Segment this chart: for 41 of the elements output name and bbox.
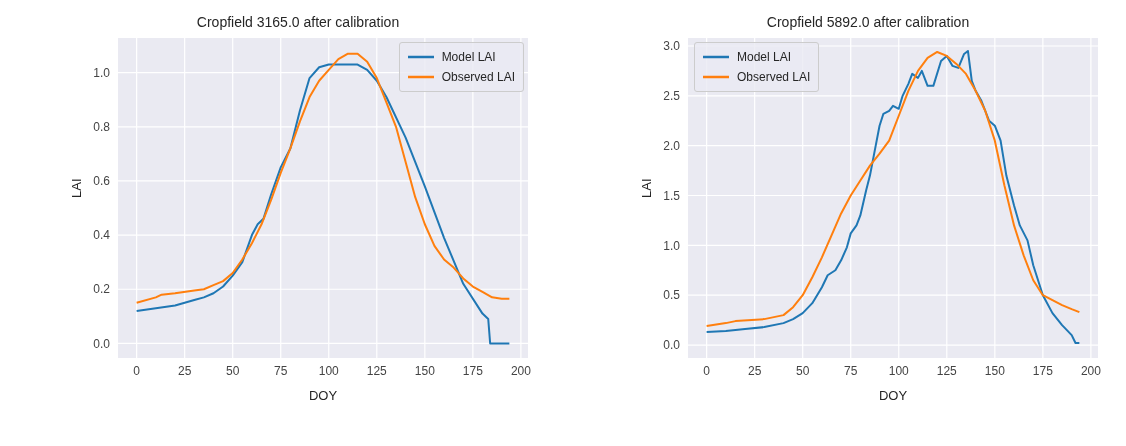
y-tick-label: 2.5	[663, 89, 681, 104]
x-tick-label: 50	[226, 363, 240, 378]
x-tick-label: 200	[510, 363, 532, 378]
y-axis-title: LAI	[638, 178, 654, 198]
x-tick-label: 0	[703, 363, 711, 378]
x-tick-label: 75	[274, 363, 288, 378]
x-tick-label: 125	[936, 363, 958, 378]
y-tick-label: 0.5	[663, 288, 681, 303]
y-tick-label: 0.2	[93, 282, 111, 297]
x-tick-label: 75	[844, 363, 858, 378]
y-tick-label: 2.0	[663, 138, 681, 153]
y-axis-title: LAI	[68, 178, 84, 198]
x-tick-label: 175	[1032, 363, 1054, 378]
x-tick-label: 50	[796, 363, 810, 378]
legend-label: Model LAI	[441, 49, 496, 66]
x-tick-label: 100	[888, 363, 910, 378]
x-tick-label: 100	[318, 363, 340, 378]
x-tick-label: 0	[133, 363, 141, 378]
y-tick-label: 0.0	[663, 338, 681, 353]
x-tick-label: 25	[747, 363, 762, 378]
x-tick-label: 125	[366, 363, 388, 378]
x-axis-title: DOY	[308, 388, 338, 403]
y-tick-label: 0.4	[93, 228, 111, 243]
y-tick-label: 3.0	[663, 39, 681, 54]
x-tick-label: 200	[1080, 363, 1102, 378]
y-tick-label: 1.5	[663, 188, 681, 203]
chart-title: Cropfield 3165.0 after calibration	[195, 14, 401, 30]
x-tick-label: 150	[984, 363, 1006, 378]
y-tick-label: 0.8	[93, 120, 111, 135]
y-tick-label: 0.6	[93, 174, 111, 189]
legend-label: Observed LAI	[441, 69, 515, 86]
legend-label: Model LAI	[737, 49, 792, 66]
y-tick-label: 1.0	[663, 238, 681, 253]
x-axis-title: DOY	[878, 388, 908, 403]
chart-title: Cropfield 5892.0 after calibration	[765, 14, 971, 30]
legend-label: Observed LAI	[737, 69, 811, 86]
x-tick-label: 25	[177, 363, 192, 378]
x-tick-label: 175	[462, 363, 484, 378]
y-tick-label: 1.0	[93, 65, 111, 80]
x-tick-label: 150	[414, 363, 436, 378]
y-tick-label: 0.0	[93, 336, 111, 351]
